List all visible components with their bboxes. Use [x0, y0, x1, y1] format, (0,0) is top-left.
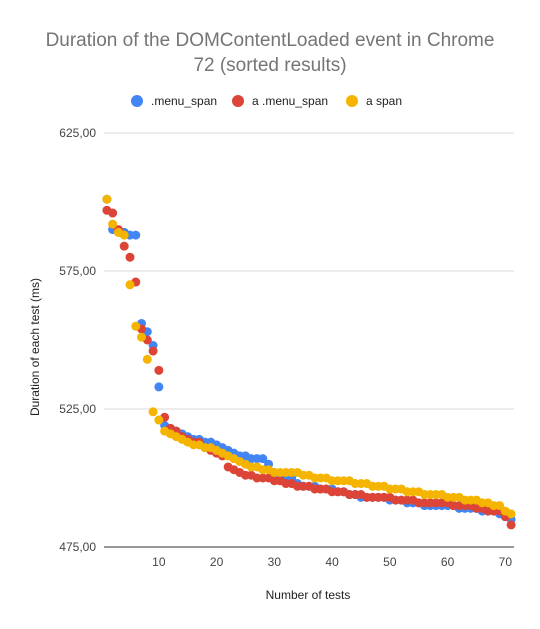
legend-marker — [232, 95, 244, 107]
gridlines — [104, 132, 514, 548]
legend-marker — [131, 95, 143, 107]
series-points — [102, 205, 516, 530]
data-point — [148, 407, 158, 417]
series-points — [102, 194, 516, 519]
x-axis-title: Number of tests — [266, 588, 351, 602]
y-axis-title: Duration of each test (ms) — [28, 278, 42, 416]
data-point — [142, 354, 152, 364]
data-point — [131, 230, 141, 240]
x-tick-label: 30 — [268, 555, 282, 569]
legend-label: a .menu_span — [252, 94, 328, 108]
x-tick-label: 70 — [499, 555, 513, 569]
data-point — [148, 346, 158, 356]
x-tick-label: 10 — [152, 555, 166, 569]
data-point — [154, 365, 164, 375]
y-tick-label: 625,00 — [59, 126, 96, 140]
data-points — [102, 194, 516, 530]
y-tick-label: 525,00 — [59, 402, 96, 416]
y-axis-ticks: 475,00 525,00 575,00 625,00 — [59, 126, 96, 554]
data-point — [119, 230, 129, 240]
chart-title-line-1: Duration of the DOMContentLoaded event i… — [46, 30, 495, 51]
data-point — [125, 280, 135, 290]
data-point — [102, 194, 112, 204]
data-point — [119, 241, 129, 251]
y-tick-label: 475,00 — [59, 540, 96, 554]
legend: .menu_span a .menu_span a span — [131, 94, 402, 108]
data-point — [154, 382, 164, 392]
x-tick-label: 20 — [210, 555, 224, 569]
legend-item: a span — [346, 94, 402, 108]
legend-label: .menu_span — [151, 94, 217, 108]
legend-label: a span — [366, 94, 402, 108]
data-point — [137, 332, 147, 342]
data-point — [108, 219, 118, 229]
data-point — [108, 208, 118, 218]
legend-item: .menu_span — [131, 94, 217, 108]
data-point — [131, 321, 141, 331]
data-point — [506, 520, 516, 530]
y-tick-label: 575,00 — [59, 264, 96, 278]
legend-item: a .menu_span — [232, 94, 328, 108]
chart-title-line-2: 72 (sorted results) — [193, 55, 346, 76]
data-point — [495, 501, 505, 511]
data-point — [154, 415, 164, 425]
data-point — [125, 252, 135, 262]
x-axis-ticks: 10 20 30 40 50 60 70 — [152, 555, 512, 569]
data-point — [506, 509, 516, 519]
legend-marker — [346, 95, 358, 107]
x-tick-label: 50 — [383, 555, 397, 569]
x-tick-label: 40 — [325, 555, 339, 569]
data-point — [258, 454, 268, 464]
x-tick-label: 60 — [441, 555, 455, 569]
